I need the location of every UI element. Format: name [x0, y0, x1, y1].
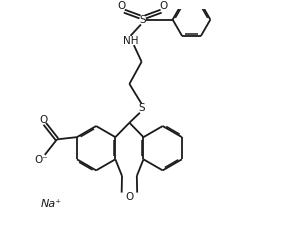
Text: S: S	[139, 15, 146, 25]
Text: O: O	[125, 192, 133, 202]
Text: S: S	[138, 103, 145, 113]
Text: O⁻: O⁻	[34, 155, 48, 165]
Text: O: O	[117, 1, 126, 11]
Text: NH: NH	[123, 36, 138, 46]
Text: O: O	[160, 1, 168, 11]
Text: O: O	[40, 115, 48, 125]
Text: Na⁺: Na⁺	[41, 199, 62, 209]
